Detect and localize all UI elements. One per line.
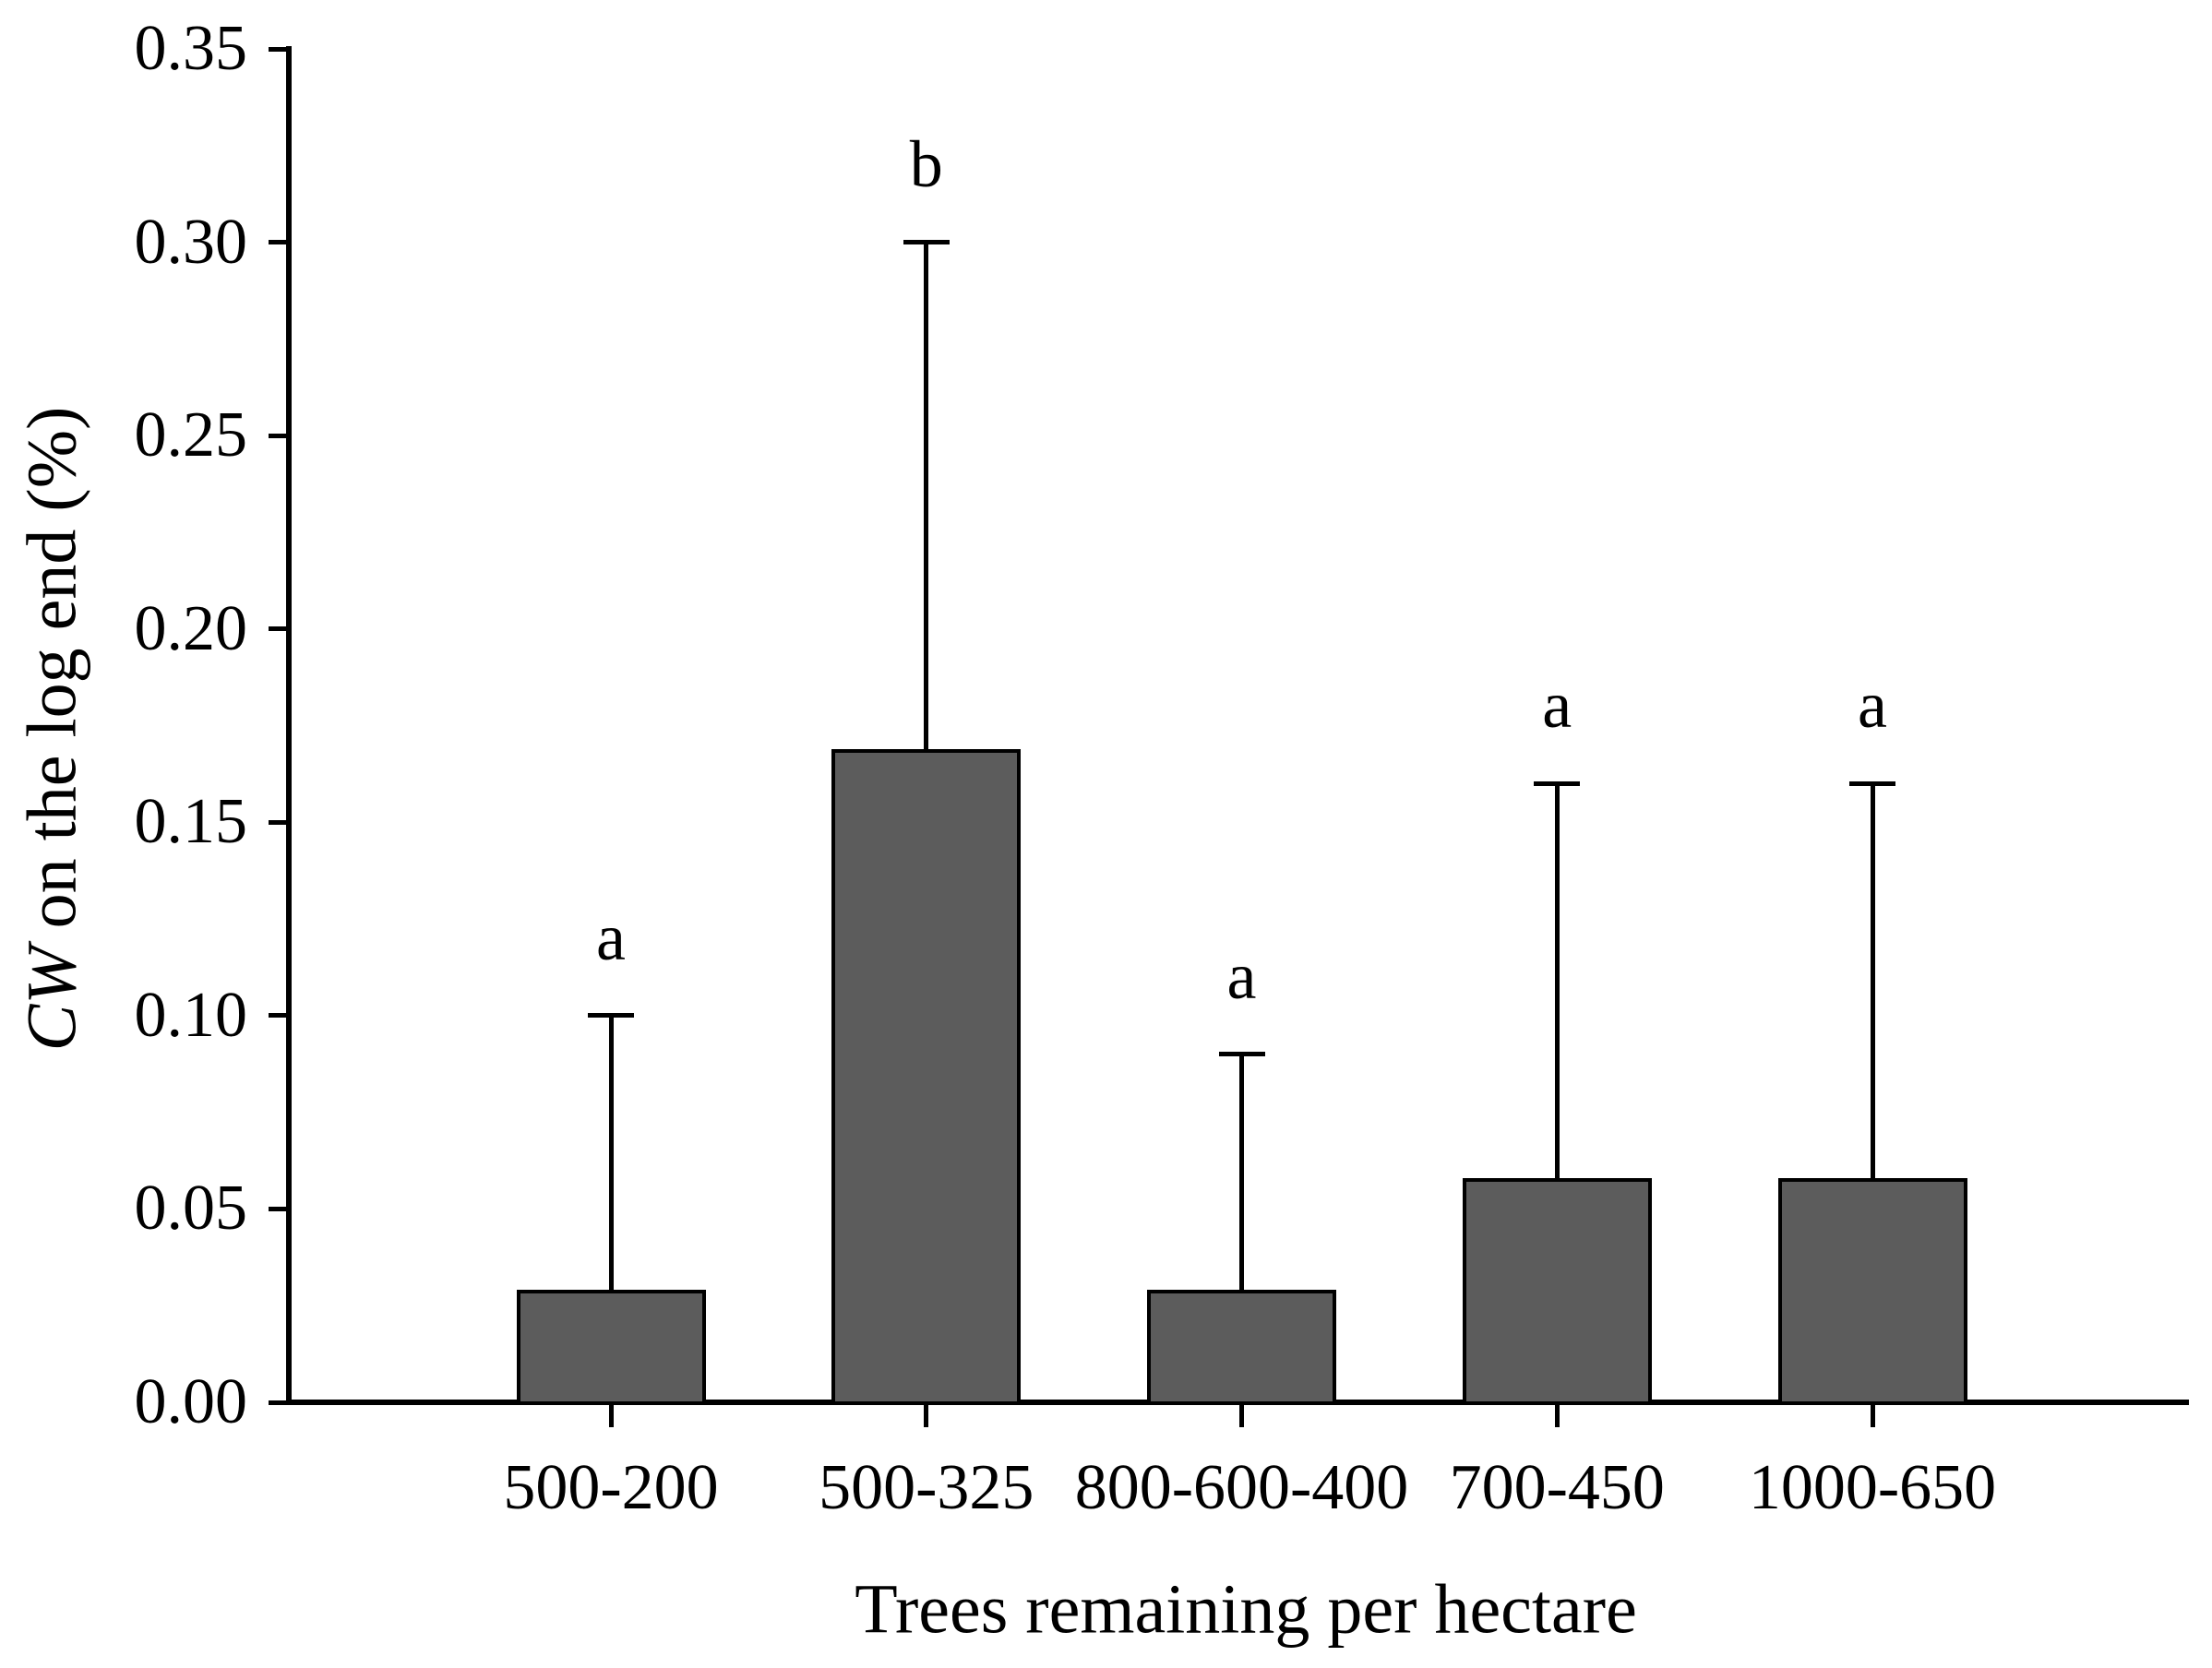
y-axis-line	[286, 46, 292, 1405]
y-tick-mark	[269, 46, 291, 52]
error-bar-cap	[1534, 780, 1581, 786]
y-axis-title-italic-part: CW	[13, 946, 91, 1052]
significance-letter: a	[596, 900, 626, 974]
y-tick-mark	[269, 240, 291, 245]
y-tick-mark	[269, 433, 291, 438]
significance-letter: a	[1226, 938, 1257, 1013]
error-bar-line	[608, 1015, 614, 1291]
y-axis-title: CW on the log end (%)	[13, 407, 93, 1052]
x-category-label: 1000-650	[1748, 1452, 1997, 1523]
y-tick-label: 0.10	[134, 979, 248, 1051]
x-tick-mark	[1239, 1405, 1244, 1427]
y-tick-mark	[269, 1206, 291, 1211]
significance-letter: a	[1542, 668, 1572, 743]
y-tick-mark	[269, 819, 291, 825]
error-bar-cap	[1849, 780, 1895, 786]
error-bar-cap	[903, 240, 950, 245]
bar	[1777, 1177, 1967, 1405]
y-axis-title-rest: on the log end (%)	[13, 406, 91, 947]
x-axis-title: Trees remaining per hectare	[855, 1570, 1637, 1649]
y-tick-mark	[269, 1013, 291, 1019]
bar	[516, 1290, 706, 1405]
significance-letter: b	[909, 126, 943, 201]
error-bar-line	[1554, 783, 1560, 1178]
y-tick-label: 0.25	[134, 399, 248, 471]
bar	[831, 748, 1022, 1405]
x-category-label: 700-450	[1449, 1452, 1665, 1523]
y-tick-label: 0.00	[134, 1366, 248, 1437]
x-tick-mark	[1870, 1405, 1875, 1427]
error-bar-cap	[588, 1013, 634, 1019]
y-tick-label: 0.30	[134, 206, 248, 278]
x-tick-mark	[608, 1405, 614, 1427]
bar	[1462, 1177, 1652, 1405]
error-bar-line	[1870, 783, 1875, 1178]
error-bar-line	[1239, 1054, 1244, 1291]
x-category-label: 800-600-400	[1074, 1452, 1409, 1523]
x-tick-mark	[1554, 1405, 1560, 1427]
error-bar-cap	[1218, 1052, 1265, 1057]
significance-letter: a	[1858, 668, 1887, 743]
x-tick-mark	[924, 1405, 929, 1427]
x-category-label: 500-200	[503, 1452, 719, 1523]
error-bar-line	[924, 242, 929, 749]
y-tick-label: 0.20	[134, 592, 248, 664]
x-category-label: 500-325	[819, 1452, 1034, 1523]
y-tick-label: 0.15	[134, 786, 248, 858]
y-tick-label: 0.35	[134, 13, 248, 84]
y-tick-mark	[269, 1400, 291, 1405]
y-tick-label: 0.05	[134, 1173, 248, 1245]
bar	[1147, 1290, 1336, 1405]
y-tick-mark	[269, 626, 291, 632]
